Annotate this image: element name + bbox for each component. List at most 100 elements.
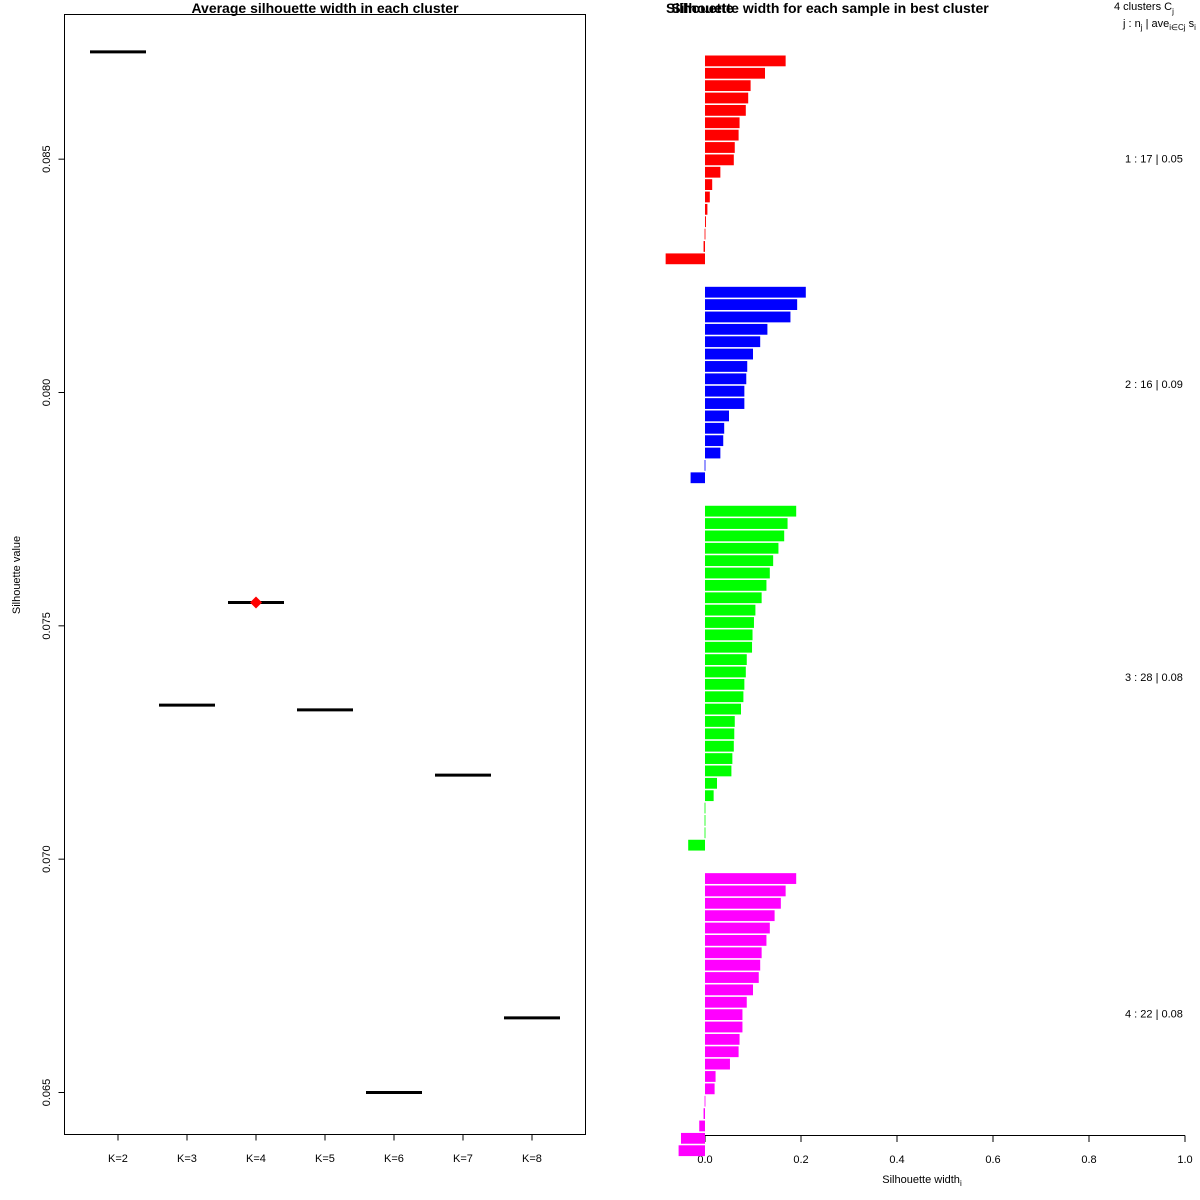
left-y-tick-label: 0.065 [41,1079,53,1107]
silhouette-bar-cluster-2 [705,299,798,310]
left-x-tick-label: K=7 [453,1153,473,1165]
silhouette-bar-cluster-3 [705,617,754,628]
silhouette-bar-cluster-2 [705,435,724,447]
silhouette-bar-cluster-3 [705,567,770,579]
silhouette-bar-cluster-4 [704,1095,706,1107]
silhouette-bar-cluster-4 [705,885,786,897]
legend-header-line1: 4 clusters Cj [1114,1,1174,16]
silhouette-bar-cluster-1 [705,92,749,104]
legend-header-line1-text: 4 clusters C [1114,1,1172,13]
silhouette-bar-cluster-4 [699,1120,705,1132]
right-x-tick-label: 1.0 [1177,1154,1192,1166]
silhouette-bar-cluster-2 [705,348,753,360]
right-chart-title: Silhouette width for each sample in best… [671,0,989,16]
right-x-axis: 0.0 0.2 0.4 0.6 0.8 1.0 [697,1135,1193,1166]
left-x-tick-label: K=4 [246,1153,266,1165]
silhouette-bar-cluster-2 [705,447,721,459]
silhouette-bar-cluster-3 [705,666,746,678]
silhouette-bar-cluster-1 [705,104,746,116]
silhouette-bar-cluster-3 [705,765,732,777]
silhouette-bar-cluster-4 [703,1108,705,1119]
silhouette-bar-cluster-3 [705,654,747,666]
left-y-axis: 0.065 0.070 0.075 0.080 0.085 [41,145,65,1106]
cluster-annotations: 1 : 17 | 0.05 2 : 16 | 0.09 3 : 28 | 0.08 4… [1125,154,1183,1021]
silhouette-bar-cluster-2 [705,323,768,335]
legend-header-line2: j : nj | avei∈Cj si [1122,18,1196,32]
left-chart-marks [90,50,560,1094]
silhouette-bar-cluster-4 [705,1058,730,1070]
silhouette-bar-cluster-4 [681,1132,705,1144]
left-x-axis: K=2 K=3 K=4 K=5 K=6 K=7 K=8 [108,1134,542,1165]
silhouette-bar-cluster-4 [705,1046,739,1058]
silhouette-bar-cluster-4 [705,1033,740,1045]
avg-silhouette-panel: Average silhouette width in each cluster… [11,0,586,1165]
right-x-tick-label: 0.0 [697,1154,712,1166]
silhouette-bar-cluster-4 [678,1145,705,1157]
silhouette-bar-cluster-3 [705,518,788,529]
silhouette-bar-cluster-1 [705,154,734,166]
legend-header-line2-sub3: i [1194,23,1196,32]
silhouette-bar-cluster-2 [705,385,745,397]
silhouette-bar-cluster-2 [705,336,761,348]
cluster-annotation-4: 4 : 22 | 0.08 [1125,1008,1183,1020]
silhouette-bar-cluster-4 [705,910,775,922]
silhouette-bar-cluster-4 [705,972,759,983]
silhouette-bar-cluster-1 [705,55,786,67]
silhouette-bar-cluster-3 [705,555,774,567]
silhouette-bar-cluster-4 [705,1009,743,1021]
silhouette-bar-cluster-4 [705,1083,715,1095]
right-x-tick-label: 0.2 [793,1154,808,1166]
legend-header-line2-sub2: i∈Cj [1169,23,1186,32]
silhouette-bar-cluster-2 [705,422,725,434]
silhouette-bar-cluster-3 [705,678,745,690]
right-overlay-title: Silhouette [666,0,734,16]
silhouette-bar-cluster-4 [705,996,747,1008]
right-x-tick-label: 0.6 [985,1154,1000,1166]
best-k-marker [250,596,262,609]
right-x-axis-label: Silhouette widthi [882,1174,962,1188]
left-y-tick-label: 0.075 [41,612,53,640]
silhouette-bar-cluster-1 [705,216,706,228]
silhouette-bar-cluster-3 [705,753,733,764]
silhouette-bar-cluster-2 [705,398,745,409]
silhouette-bar-cluster-3 [705,716,735,727]
silhouette-bar-cluster-3 [705,703,741,715]
left-x-tick-label: K=6 [384,1153,404,1165]
silhouette-bar-cluster-3 [705,728,735,740]
silhouette-bar-cluster-1 [705,142,735,153]
right-chart-marks [665,55,806,1157]
silhouette-bar-cluster-1 [705,203,708,215]
left-chart-title: Average silhouette width in each cluster [191,0,459,16]
left-y-tick-label: 0.070 [41,845,53,873]
silhouette-bar-cluster-1 [705,117,740,129]
legend-header-line2-suffix: s [1186,18,1195,30]
silhouette-bar-cluster-3 [705,777,717,789]
silhouette-bar-cluster-1 [705,67,765,79]
silhouette-bar-cluster-4 [705,947,762,959]
silhouette-bar-cluster-3 [705,604,756,616]
legend-header-line2-prefix: j : n [1122,18,1141,30]
silhouette-bar-cluster-3 [705,629,753,641]
left-y-tick-label: 0.085 [41,145,53,173]
right-x-tick-label: 0.4 [889,1154,904,1166]
silhouette-bar-cluster-2 [704,459,706,471]
silhouette-bar-cluster-4 [705,922,770,934]
silhouette-bar-cluster-2 [705,410,729,422]
silhouette-bar-cluster-3 [705,579,767,591]
silhouette-bar-cluster-1 [705,129,739,141]
silhouette-bar-cluster-2 [705,361,748,372]
silhouette-bar-cluster-1 [705,191,710,203]
left-x-tick-label: K=3 [177,1153,197,1165]
silhouette-bar-cluster-3 [705,542,779,554]
right-x-axis-label-sub: i [960,1179,962,1188]
silhouette-bar-cluster-3 [705,691,744,703]
silhouette-bar-cluster-2 [705,311,791,323]
left-x-tick-label: K=5 [315,1153,335,1165]
silhouette-plot-panel: Silhouette width for each sample in best… [665,0,1196,1188]
silhouette-bar-cluster-3 [688,839,705,851]
silhouette-bar-cluster-3 [705,740,734,752]
silhouette-bar-cluster-3 [705,641,753,653]
legend-header-line1-sub: j [1171,7,1174,16]
silhouette-bar-cluster-1 [704,228,706,240]
silhouette-bar-cluster-3 [704,815,706,826]
